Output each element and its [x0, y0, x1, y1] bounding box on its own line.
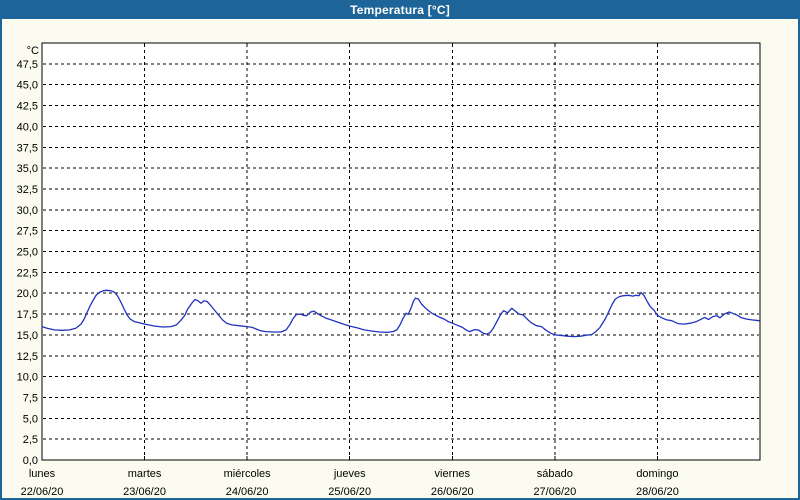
y-axis-tick-label: 35,0 — [17, 163, 38, 175]
y-axis-tick-label: 47,5 — [17, 59, 38, 71]
window-title: Temperatura [°C] — [350, 3, 450, 17]
y-axis-tick-label: 5,0 — [23, 413, 38, 425]
y-axis-tick-label: 20,0 — [17, 288, 38, 300]
y-axis-tick-label: 12,5 — [17, 351, 38, 363]
plot-area — [41, 42, 761, 461]
y-axis-tick-label: 25,0 — [17, 247, 38, 259]
x-axis-day-label: viernes — [435, 468, 471, 480]
x-axis-day-label: lunes — [29, 468, 56, 480]
x-axis-date-label: 24/06/20 — [226, 486, 269, 498]
y-axis-tick-label: 2,5 — [23, 434, 38, 446]
temperature-line — [41, 289, 760, 338]
y-axis-tick-label: 40,0 — [17, 121, 38, 133]
y-axis-tick-label: 10,0 — [17, 372, 38, 384]
x-axis-date-label: 25/06/20 — [328, 486, 371, 498]
x-axis-date-label: 22/06/20 — [21, 486, 64, 498]
x-axis-day-label: sábado — [537, 468, 573, 480]
x-axis-date-label: 26/06/20 — [431, 486, 474, 498]
y-axis-tick-label: 42,5 — [17, 101, 38, 113]
x-axis-day-label: miércoles — [224, 468, 272, 480]
y-axis-tick-label: 0,0 — [23, 455, 38, 467]
y-axis-unit-label: °C — [27, 45, 39, 57]
x-axis-day-label: martes — [128, 468, 162, 480]
x-axis-date-label: 28/06/20 — [636, 486, 679, 498]
y-axis-tick-label: 30,0 — [17, 205, 38, 217]
title-bar: Temperatura [°C] — [2, 2, 798, 19]
y-axis-tick-label: 45,0 — [17, 80, 38, 92]
y-axis-tick-label: 37,5 — [17, 142, 38, 154]
y-axis-tick-label: 17,5 — [17, 309, 38, 321]
y-axis-tick-label: 15,0 — [17, 330, 38, 342]
x-axis-day-label: jueves — [333, 468, 366, 480]
y-axis-tick-label: 7,5 — [23, 392, 38, 404]
x-axis-day-label: domingo — [636, 468, 678, 480]
x-axis-date-label: 23/06/20 — [123, 486, 166, 498]
x-axis-date-label: 27/06/20 — [533, 486, 576, 498]
y-axis-tick-label: 32,5 — [17, 184, 38, 196]
y-axis-tick-label: 22,5 — [17, 267, 38, 279]
y-axis-tick-label: 27,5 — [17, 226, 38, 238]
